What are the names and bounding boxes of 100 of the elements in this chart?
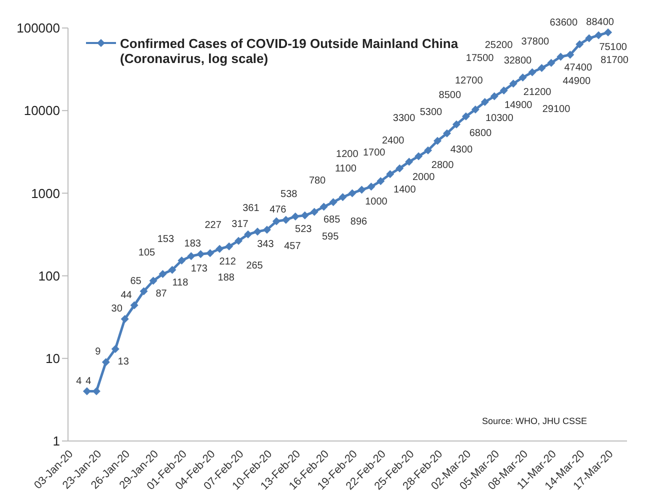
point	[158, 270, 167, 278]
point	[140, 287, 148, 296]
data-label: 12700	[454, 76, 484, 87]
point	[120, 314, 129, 323]
point	[576, 40, 584, 48]
data-label: 32800	[504, 55, 532, 66]
data-label: 63600	[550, 18, 578, 29]
data-label: 227	[204, 220, 222, 231]
data-label: 1400	[394, 184, 416, 196]
point	[234, 236, 243, 245]
data-label: 37800	[521, 36, 550, 48]
data-label: 173	[190, 264, 208, 275]
data-label: 14900	[504, 100, 533, 111]
data-label: 4	[86, 376, 92, 387]
data-label: 9	[95, 346, 102, 358]
point	[149, 276, 158, 285]
data-label: 47400	[564, 62, 592, 74]
data-label: 118	[172, 277, 189, 288]
point	[196, 250, 205, 258]
point	[111, 344, 120, 353]
data-label: 2000	[412, 172, 436, 183]
point	[253, 228, 262, 236]
data-label: 44900	[562, 76, 592, 88]
data-label: 212	[219, 256, 236, 268]
data-label: 361	[242, 203, 260, 214]
data-label: 896	[350, 216, 368, 228]
point	[566, 50, 574, 59]
data-label: 1000	[365, 196, 388, 208]
point	[329, 198, 338, 206]
data-label: 25200	[484, 40, 514, 51]
point	[547, 58, 556, 67]
data-label: 87	[156, 288, 168, 300]
point	[358, 186, 366, 194]
y-tick-label: 1	[52, 434, 60, 449]
point	[500, 86, 508, 95]
data-label: 81700	[600, 54, 629, 66]
point	[462, 112, 470, 120]
legend-label: Confirmed Cases of COVID-19 Outside Mainland China (Coronavirus, log scale)	[120, 36, 458, 66]
data-label: 343	[257, 239, 274, 250]
point	[518, 73, 527, 82]
data-label: 75100	[599, 42, 628, 53]
data-label: 2800	[431, 160, 454, 171]
point	[434, 136, 442, 145]
point	[320, 202, 328, 211]
data-label: 8500	[438, 90, 462, 101]
point	[82, 387, 91, 396]
data-label: 6800	[469, 128, 492, 139]
data-label: 188	[218, 272, 235, 284]
point	[376, 177, 385, 186]
data-label: 4	[76, 376, 82, 387]
point	[102, 358, 110, 366]
point	[480, 98, 489, 106]
point	[187, 252, 196, 260]
data-label: 685	[323, 214, 341, 226]
point	[490, 92, 498, 100]
point	[442, 129, 451, 138]
point	[424, 146, 432, 154]
data-label: 457	[284, 240, 302, 252]
point	[348, 189, 356, 198]
data-label: 1200	[336, 149, 359, 160]
data-label: 88400	[586, 16, 614, 28]
point	[538, 64, 546, 72]
point	[509, 80, 518, 88]
data-label: 595	[322, 231, 340, 242]
data-label: 523	[295, 224, 312, 235]
point	[130, 301, 138, 310]
data-label: 780	[308, 176, 326, 187]
data-label: 265	[246, 260, 264, 272]
data-label: 4300	[450, 144, 474, 156]
point	[310, 208, 318, 216]
point	[556, 52, 565, 61]
point	[414, 152, 423, 160]
data-label: 3300	[392, 112, 416, 124]
point	[338, 193, 347, 202]
point	[272, 217, 280, 226]
point	[291, 212, 300, 220]
annotation: Source: WHO, JHU CSSE	[482, 416, 587, 426]
y-tick-label: 10000	[24, 103, 60, 118]
point	[225, 242, 234, 250]
point	[216, 244, 224, 253]
data-label: 317	[232, 218, 249, 230]
point	[585, 34, 594, 42]
point	[594, 31, 603, 40]
data-label: 183	[184, 238, 202, 250]
data-label: 153	[157, 234, 174, 246]
data-label: 2400	[382, 135, 405, 146]
data-label: 13	[118, 356, 130, 368]
y-tick-label: 100000	[16, 20, 60, 36]
point	[471, 106, 480, 114]
data-label: 5300	[420, 106, 443, 118]
data-label: 1100	[334, 163, 357, 174]
point	[282, 216, 290, 224]
point	[262, 226, 271, 234]
point	[367, 182, 376, 191]
data-label: 105	[138, 248, 156, 259]
y-tick-label: 100	[38, 268, 60, 284]
point	[528, 68, 536, 76]
data-label: 44	[120, 290, 132, 301]
data-label: 21200	[523, 87, 552, 98]
data-label: 538	[280, 188, 298, 200]
